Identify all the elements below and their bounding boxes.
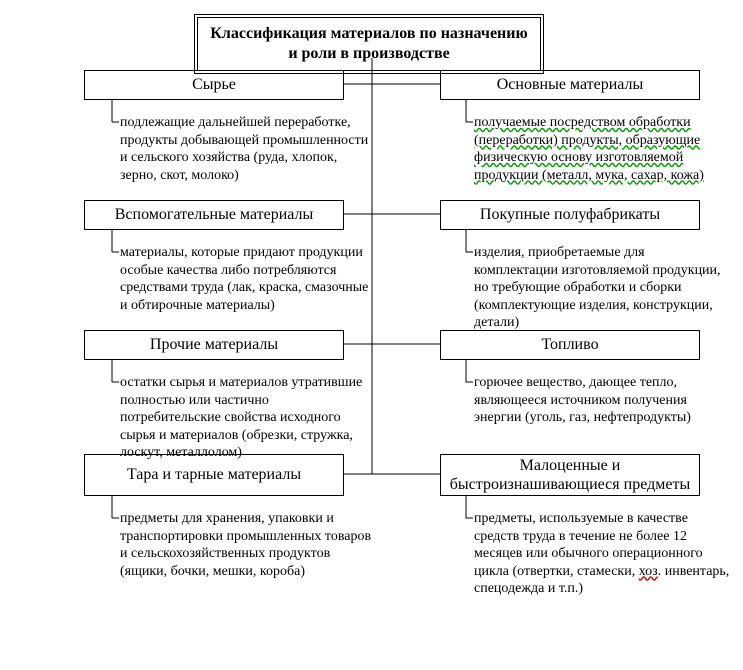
cat-label: Тара и тарные материалы	[127, 465, 301, 484]
cat-box-tara: Тара и тарные материалы	[84, 454, 344, 496]
desc-seg-1: хоз	[639, 564, 658, 579]
cat-label: Прочие материалы	[150, 335, 278, 354]
desc-vspomogatelnye: материалы, которые придают продукции осо…	[120, 244, 372, 314]
root-title-line1: Классификация материалов по назначению	[210, 25, 527, 42]
desc-syrie: подлежащие дальнейшей переработке, проду…	[120, 114, 372, 184]
cat-box-vspomogatelnye: Вспомогательные материалы	[84, 200, 344, 230]
desc-malocennye: предметы, используемые в качестве средст…	[474, 510, 730, 598]
desc-prochie: остатки сырья и материалов утратившие по…	[120, 374, 372, 462]
desc-tara: предметы для хранения, упаковки и трансп…	[120, 510, 372, 580]
cat-box-prochie: Прочие материалы	[84, 330, 344, 360]
cat-box-malocennye: Малоценные и быстроизнашивающиеся предме…	[440, 454, 700, 496]
cat-label-line2: быстроизнашивающиеся предметы	[450, 475, 690, 494]
cat-label-line1: Малоценные и	[520, 456, 621, 475]
cat-label: Топливо	[541, 335, 598, 354]
root-title-box: Классификация материалов по назначению и…	[194, 14, 544, 74]
cat-label: Вспомогательные материалы	[115, 205, 314, 224]
cat-box-syrie: Сырье	[84, 70, 344, 100]
cat-box-osnovnye: Основные материалы	[440, 70, 700, 100]
cat-box-pokupnye: Покупные полуфабрикаты	[440, 200, 700, 230]
cat-box-toplivo: Топливо	[440, 330, 700, 360]
desc-osnovnye: получаемые посредством обработки (перера…	[474, 114, 730, 184]
desc-text: получаемые посредством обработки (перера…	[474, 115, 704, 183]
desc-toplivo: горючее вещество, дающее тепло, являющее…	[474, 374, 730, 427]
root-title-line2: и роли в производстве	[288, 45, 449, 62]
cat-label: Основные материалы	[497, 75, 644, 94]
desc-pokupnye: изделия, приобретаемые для комплектации …	[474, 244, 730, 332]
cat-label: Покупные полуфабрикаты	[480, 205, 660, 224]
cat-label: Сырье	[192, 75, 236, 94]
